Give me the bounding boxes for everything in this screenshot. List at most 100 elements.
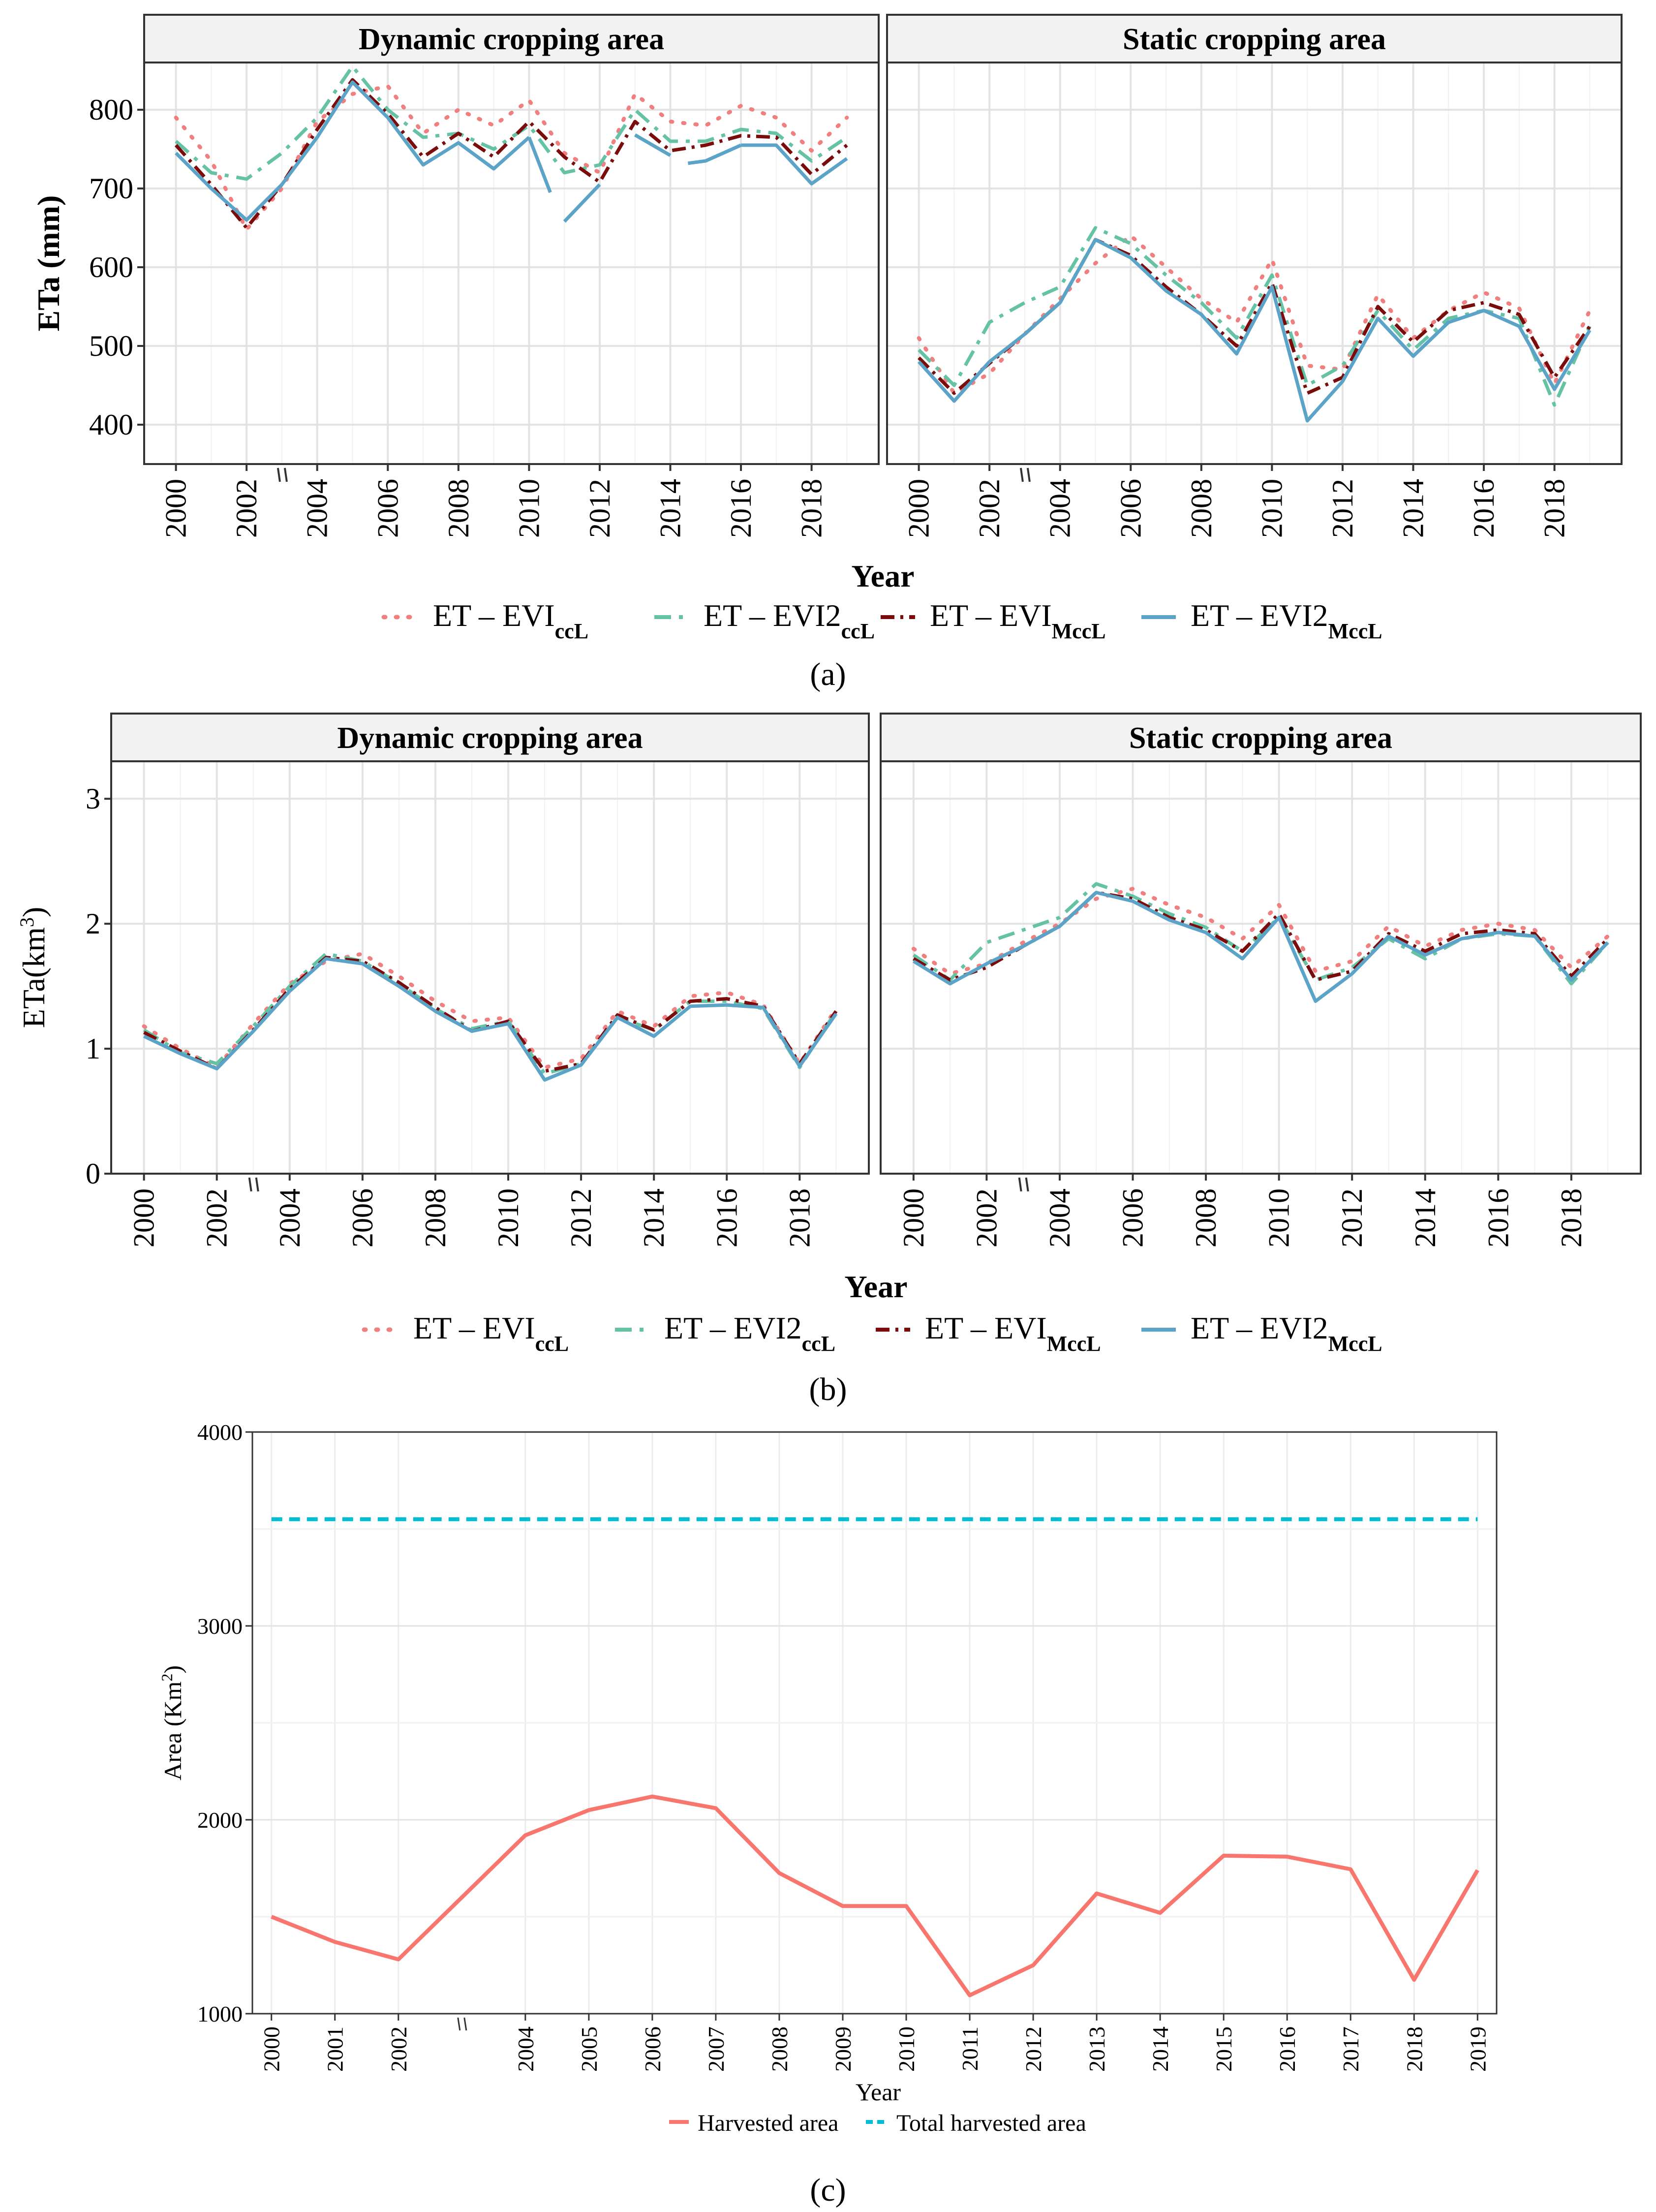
y-tick-label: 1 bbox=[86, 1032, 100, 1065]
x-tick-label: 2014 bbox=[1148, 2026, 1173, 2072]
panel-a-1: Dynamic cropping area 2000 2002 2004 2006 200… bbox=[89, 14, 880, 538]
panel-strip bbox=[886, 14, 1623, 63]
legend-label: ET – EVI2MccL bbox=[1191, 598, 1382, 643]
axis-break-mark bbox=[1018, 1177, 1022, 1192]
panel-title: Dynamic cropping area bbox=[359, 23, 664, 56]
legend-label: ET – EVIMccL bbox=[925, 1310, 1101, 1356]
legend-label: ET – EVI2ccL bbox=[664, 1310, 835, 1356]
y-tick-label: 0 bbox=[86, 1157, 100, 1190]
axis-break-mark bbox=[1019, 467, 1024, 482]
x-tick-label: 2012 bbox=[1021, 2026, 1046, 2072]
x-tick-label: 2008 bbox=[419, 1188, 452, 1247]
x-tick-label: 2018 bbox=[783, 1188, 816, 1247]
x-tick-label: 2012 bbox=[565, 1188, 597, 1247]
plot-border bbox=[880, 760, 1642, 1175]
legend-label: ET – EVI2MccL bbox=[1191, 1310, 1382, 1356]
x-tick-label: 2006 bbox=[371, 479, 404, 538]
series-line bbox=[913, 891, 1609, 982]
y-tick-label: 600 bbox=[89, 251, 133, 283]
legend: ET – EVIccL ET – EVI2ccL ET – EVIMccL ET – … bbox=[381, 598, 1382, 643]
panel-strip bbox=[143, 14, 880, 63]
x-tick-label: 2014 bbox=[1409, 1188, 1441, 1247]
series-line-segment bbox=[527, 136, 552, 193]
x-axis-title: Year bbox=[852, 559, 915, 593]
series-line bbox=[142, 952, 838, 1070]
axis-break-mark bbox=[283, 467, 288, 482]
x-tick-label: 2016 bbox=[1482, 1188, 1514, 1247]
y-axis-title: ETa(km3) bbox=[16, 907, 52, 1028]
legend-label: Harvested area bbox=[698, 2110, 838, 2136]
legend-label: ET – EVI2ccL bbox=[704, 598, 875, 643]
y-tick-label: 800 bbox=[89, 93, 133, 126]
x-tick-label: 2008 bbox=[1185, 479, 1218, 538]
panel-title: Static cropping area bbox=[1129, 721, 1392, 755]
x-tick-label: 2010 bbox=[1256, 479, 1288, 538]
chart-b: Dynamic cropping area 2000 2002 2004 2006 200… bbox=[16, 713, 1642, 1356]
x-tick-label: 2012 bbox=[1336, 1188, 1368, 1247]
x-tick-label: 2004 bbox=[301, 479, 334, 538]
y-tick-label: 1000 bbox=[197, 2001, 243, 2026]
x-tick-label: 2018 bbox=[1402, 2026, 1427, 2072]
series-line bbox=[917, 238, 1592, 423]
panel-title: Dynamic cropping area bbox=[337, 721, 643, 755]
x-tick-label: 2000 bbox=[259, 2026, 284, 2072]
x-tick-label: 2010 bbox=[1263, 1188, 1295, 1247]
x-tick-label: 2013 bbox=[1084, 2026, 1109, 2072]
figure-label-a: (a) bbox=[810, 656, 846, 692]
x-tick-label: 2012 bbox=[1326, 479, 1359, 538]
x-tick-label: 2010 bbox=[894, 2026, 919, 2072]
series-line bbox=[741, 143, 848, 186]
panel-a-2: Static cropping area 2000 2002 2004 2006 2008… bbox=[886, 14, 1623, 538]
x-tick-label: 2019 bbox=[1465, 2026, 1490, 2072]
x-tick-label: 2006 bbox=[1117, 1188, 1149, 1247]
legend-label: ET – EVIccL bbox=[413, 1310, 569, 1356]
x-tick-label: 2005 bbox=[577, 2026, 602, 2072]
x-tick-label: 2006 bbox=[640, 2026, 665, 2072]
x-tick-label: 2008 bbox=[1190, 1188, 1222, 1247]
panel-b-1: Dynamic cropping area 2000 2002 2004 2006 200… bbox=[86, 713, 870, 1247]
plot-area bbox=[144, 62, 879, 464]
series-line bbox=[143, 957, 838, 1082]
x-tick-label: 2018 bbox=[1538, 479, 1571, 538]
plot-border bbox=[110, 760, 870, 1175]
series-line-segment bbox=[687, 143, 742, 165]
x-tick-label: 2014 bbox=[654, 479, 687, 538]
x-tick-label: 2016 bbox=[710, 1188, 743, 1247]
y-tick-label: 2000 bbox=[197, 1807, 243, 1833]
x-tick-label: 2009 bbox=[830, 2026, 856, 2072]
plot-area bbox=[881, 761, 1641, 1174]
y-tick-label: 3 bbox=[86, 782, 100, 815]
plot-border bbox=[886, 62, 1623, 465]
x-tick-label: 2004 bbox=[513, 2026, 538, 2072]
x-tick-label: 2010 bbox=[492, 1188, 524, 1247]
x-tick-label: 2015 bbox=[1211, 2026, 1236, 2072]
series-line bbox=[175, 64, 848, 181]
plot-area bbox=[111, 761, 869, 1174]
x-tick-label: 2010 bbox=[513, 479, 545, 538]
x-tick-label: 2008 bbox=[767, 2026, 792, 2072]
y-axis-title: Area (Km2) bbox=[158, 1665, 186, 1780]
x-tick-label: 2016 bbox=[725, 479, 757, 538]
legend-label: ET – EVIccL bbox=[433, 598, 588, 643]
panel-title: Static cropping area bbox=[1123, 23, 1386, 56]
axis-break-mark bbox=[463, 2017, 467, 2031]
figure-label-b: (b) bbox=[809, 1371, 847, 1407]
axis-break-mark bbox=[457, 2017, 461, 2031]
series-line bbox=[913, 891, 1609, 1003]
x-tick-label: 2008 bbox=[442, 479, 475, 538]
series-line bbox=[271, 1794, 1479, 1997]
x-tick-label: 2011 bbox=[957, 2026, 982, 2071]
x-tick-label: 2012 bbox=[583, 479, 616, 538]
axis-break-mark bbox=[276, 467, 281, 482]
x-tick-label: 2014 bbox=[1397, 479, 1430, 538]
y-tick-label: 700 bbox=[89, 172, 133, 205]
x-tick-label: 2004 bbox=[274, 1188, 306, 1247]
plot-area bbox=[887, 62, 1622, 464]
y-tick-label: 4000 bbox=[197, 1420, 243, 1445]
x-tick-label: 2002 bbox=[201, 1188, 233, 1247]
series-line-segment bbox=[563, 183, 601, 223]
chart-c: 1000 2000 3000 4000 2000 2001 2002 2004 2005 2006… bbox=[158, 1420, 1498, 2136]
y-tick-label: 2 bbox=[86, 907, 100, 940]
x-tick-label: 2014 bbox=[638, 1188, 670, 1247]
figure-label-c: (c) bbox=[810, 2172, 846, 2208]
